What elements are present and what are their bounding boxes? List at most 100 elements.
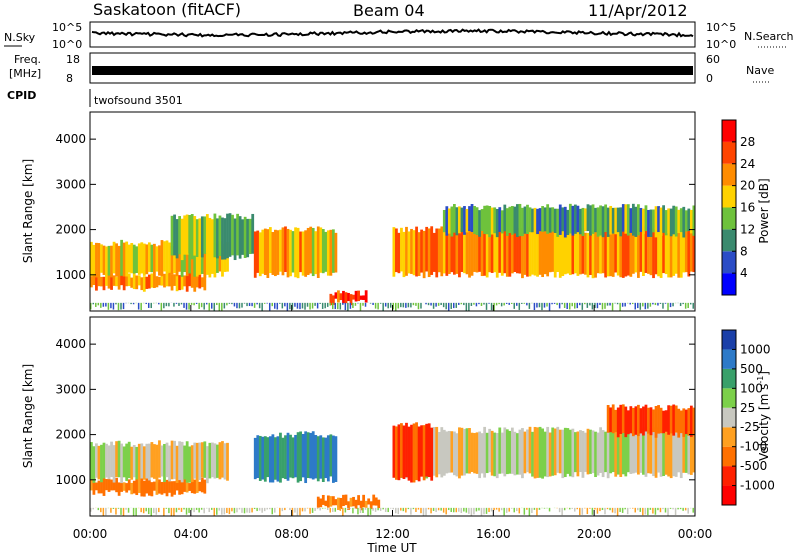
data-cell xyxy=(226,213,229,259)
data-cell xyxy=(493,507,495,511)
data-cell xyxy=(97,507,100,511)
data-cell xyxy=(281,507,284,512)
data-cell xyxy=(553,428,557,476)
data-cell xyxy=(122,482,126,491)
data-cell xyxy=(100,244,103,273)
data-cell xyxy=(548,231,552,273)
data-cell xyxy=(513,227,517,273)
data-cell xyxy=(195,507,198,510)
data-cell xyxy=(183,275,187,287)
data-cell xyxy=(135,478,139,496)
data-cell xyxy=(347,507,349,510)
data-cell xyxy=(400,423,403,478)
data-cell xyxy=(362,302,364,306)
data-cell xyxy=(657,206,660,233)
data-cell xyxy=(198,507,200,513)
data-cell xyxy=(458,228,461,278)
data-cell xyxy=(110,441,113,478)
data-cell xyxy=(541,231,545,278)
data-cell xyxy=(674,405,678,433)
data-cell xyxy=(344,494,348,506)
data-cell xyxy=(684,302,687,309)
data-cell xyxy=(296,432,300,483)
y-tick-label: 2000 xyxy=(55,428,86,442)
data-cell xyxy=(689,405,693,437)
data-cell xyxy=(198,481,202,492)
data-cell xyxy=(180,245,184,277)
data-cell xyxy=(256,507,258,512)
data-cell xyxy=(657,405,660,434)
data-cell xyxy=(611,302,614,311)
data-cell xyxy=(470,204,474,233)
data-cell xyxy=(105,507,107,516)
data-cell xyxy=(261,302,263,311)
data-cell xyxy=(639,507,642,512)
data-cell xyxy=(90,479,93,491)
data-cell xyxy=(523,232,527,275)
data-cell xyxy=(190,507,193,511)
data-cell xyxy=(445,507,447,515)
data-cell xyxy=(662,507,664,510)
data-cell xyxy=(258,232,262,277)
data-cell xyxy=(415,507,417,513)
data-cell xyxy=(185,276,189,292)
data-cell xyxy=(120,239,124,276)
colorbar-segment xyxy=(722,207,736,230)
data-cell xyxy=(203,273,207,291)
data-cell xyxy=(631,507,634,509)
data-cell xyxy=(384,507,387,513)
data-cell xyxy=(198,246,202,275)
data-cell xyxy=(611,430,615,473)
colorbar-segment xyxy=(722,273,736,295)
colorbar-segment xyxy=(722,368,736,389)
data-cell xyxy=(430,302,432,306)
data-cell xyxy=(601,231,605,274)
beam-title: Beam 04 xyxy=(353,1,425,20)
data-cell xyxy=(115,302,117,305)
colorbar-tick-label: 4 xyxy=(740,266,748,280)
data-cell xyxy=(480,230,484,277)
data-cell xyxy=(551,207,555,232)
data-cell xyxy=(208,241,212,278)
data-cell xyxy=(566,226,570,274)
data-cell xyxy=(601,302,604,310)
nave-label: Nave xyxy=(746,64,774,77)
data-cell xyxy=(392,302,394,310)
data-cell xyxy=(153,507,155,514)
data-cell xyxy=(211,442,214,478)
data-cell xyxy=(402,507,405,512)
data-cell xyxy=(528,227,532,277)
data-cell xyxy=(90,276,93,288)
colorbar-tick-label: 20 xyxy=(740,179,755,193)
data-cell xyxy=(505,429,509,475)
data-cell xyxy=(586,204,590,232)
data-cell xyxy=(498,507,500,512)
data-cell xyxy=(352,294,355,300)
data-cell xyxy=(599,205,602,236)
data-cell xyxy=(180,302,183,305)
data-cell xyxy=(568,203,572,234)
data-cell xyxy=(112,480,116,491)
data-cell xyxy=(460,231,464,272)
data-cell xyxy=(442,302,445,308)
data-cell xyxy=(561,228,565,277)
data-cell xyxy=(105,479,108,491)
colorbar-tick-label: -500 xyxy=(740,459,767,473)
data-cell xyxy=(417,302,420,310)
data-cell xyxy=(153,481,156,491)
data-cell xyxy=(657,302,659,306)
data-cell xyxy=(223,443,227,480)
data-cell xyxy=(105,246,108,276)
data-cell xyxy=(606,207,610,237)
colorbar-tick-label: -1000 xyxy=(740,479,775,493)
data-cell xyxy=(248,218,252,255)
data-cell xyxy=(495,232,499,278)
data-cell xyxy=(639,427,643,473)
data-cell xyxy=(689,430,693,475)
data-cell xyxy=(677,408,681,438)
data-cell xyxy=(435,302,437,307)
data-cell xyxy=(374,507,377,512)
data-cell xyxy=(173,440,176,479)
data-cell xyxy=(112,302,115,310)
data-cell xyxy=(430,427,434,481)
